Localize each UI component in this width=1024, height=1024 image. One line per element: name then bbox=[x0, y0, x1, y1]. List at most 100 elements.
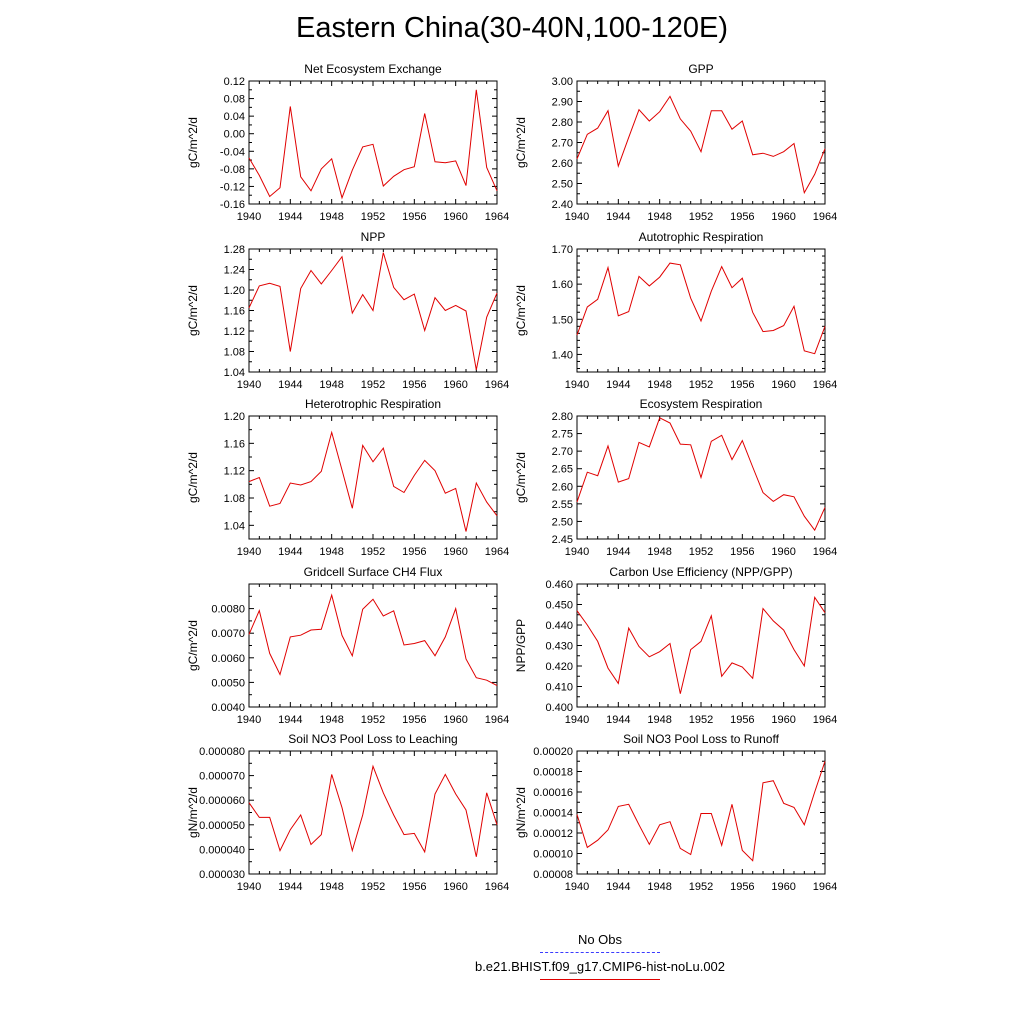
y-tick-label: 1.16 bbox=[224, 438, 245, 450]
x-tick-label: 1964 bbox=[485, 211, 509, 223]
x-tick-label: 1964 bbox=[813, 379, 837, 391]
y-tick-label: 0.0060 bbox=[211, 653, 245, 665]
y-tick-label: 0.430 bbox=[545, 641, 573, 653]
x-tick-label: 1948 bbox=[647, 714, 671, 726]
x-tick-label: 1952 bbox=[689, 211, 713, 223]
x-tick-label: 1956 bbox=[402, 379, 426, 391]
chart-title: Net Ecosystem Exchange bbox=[304, 62, 442, 76]
y-tick-label: 0.000060 bbox=[199, 795, 245, 807]
y-tick-label: 2.50 bbox=[552, 179, 573, 191]
y-tick-label: 0.000040 bbox=[199, 844, 245, 856]
series-line bbox=[576, 95, 826, 195]
x-tick-label: 1952 bbox=[361, 881, 385, 893]
y-tick-label: 0.410 bbox=[545, 682, 573, 694]
y-tick-label: 0.000030 bbox=[199, 869, 245, 881]
x-tick-label: 1952 bbox=[361, 714, 385, 726]
x-tick-label: 1944 bbox=[278, 211, 302, 223]
x-tick-label: 1964 bbox=[813, 211, 837, 223]
chart-title: GPP bbox=[688, 62, 713, 76]
chart-title: Ecosystem Respiration bbox=[640, 397, 763, 411]
chart-panel-6: Gridcell Surface CH4 Flux gC/m^2/d 1940 194… bbox=[186, 565, 509, 726]
x-tick-label: 1956 bbox=[730, 546, 754, 558]
y-tick-label: 0.0080 bbox=[211, 604, 245, 616]
series-line bbox=[576, 262, 826, 355]
chart-panel-9: Soil NO3 Pool Loss to Runoff gN/m^2/d 1940… bbox=[514, 732, 837, 893]
x-tick-label: 1956 bbox=[730, 211, 754, 223]
chart-panel-1: GPP gC/m^2/d 1940 1944 1948 1952 1956 1960 1964 2… bbox=[514, 62, 837, 223]
x-tick-label: 1956 bbox=[730, 714, 754, 726]
legend-label-model-run: b.e21.BHIST.f09_g17.CMIP6-hist-noLu.002 bbox=[474, 959, 726, 974]
y-tick-label: 1.16 bbox=[224, 306, 245, 318]
y-tick-label: 0.000070 bbox=[199, 771, 245, 783]
x-tick-label: 1940 bbox=[565, 211, 589, 223]
x-tick-label: 1952 bbox=[689, 881, 713, 893]
y-tick-label: 1.08 bbox=[224, 347, 245, 359]
x-tick-label: 1964 bbox=[485, 546, 509, 558]
x-tick-label: 1960 bbox=[771, 546, 795, 558]
plot-frame bbox=[576, 248, 826, 373]
chart-panel-2: NPP gC/m^2/d 1940 1944 1948 1952 1956 1960 1964 1… bbox=[186, 230, 509, 391]
y-tick-label: 1.12 bbox=[224, 466, 245, 478]
y-tick-label: 0.00016 bbox=[533, 787, 573, 799]
x-tick-label: 1952 bbox=[361, 379, 385, 391]
x-tick-label: 1940 bbox=[237, 881, 261, 893]
y-tick-label: 1.08 bbox=[224, 493, 245, 505]
chart-panel-3: Autotrophic Respiration gC/m^2/d 1940 1944 1… bbox=[514, 230, 837, 391]
y-axis-label: gC/m^2/d bbox=[186, 117, 200, 168]
y-axis-label: gN/m^2/d bbox=[186, 787, 200, 838]
chart-panel-4: Heterotrophic Respiration gC/m^2/d 1940 194… bbox=[186, 397, 509, 558]
y-axis-label: gC/m^2/d bbox=[186, 452, 200, 503]
y-tick-label: 2.40 bbox=[552, 199, 573, 211]
x-tick-label: 1948 bbox=[319, 211, 343, 223]
chart-title: Soil NO3 Pool Loss to Leaching bbox=[288, 732, 457, 746]
series-line bbox=[248, 89, 498, 200]
chart-title: NPP bbox=[361, 230, 386, 244]
y-tick-label: -0.08 bbox=[220, 164, 245, 176]
x-tick-label: 1948 bbox=[319, 714, 343, 726]
x-tick-label: 1940 bbox=[237, 211, 261, 223]
x-tick-label: 1944 bbox=[278, 714, 302, 726]
chart-title: Carbon Use Efficiency (NPP/GPP) bbox=[609, 565, 792, 579]
y-tick-label: 2.60 bbox=[552, 158, 573, 170]
y-tick-label: 1.04 bbox=[224, 367, 245, 379]
x-tick-label: 1948 bbox=[319, 379, 343, 391]
y-tick-label: 0.000080 bbox=[199, 746, 245, 758]
y-tick-label: 1.24 bbox=[224, 265, 245, 277]
y-tick-label: 0.00014 bbox=[533, 808, 573, 820]
series-line bbox=[576, 417, 826, 532]
y-axis-label: gC/m^2/d bbox=[514, 452, 528, 503]
plot-frame bbox=[576, 583, 826, 708]
x-tick-label: 1940 bbox=[565, 379, 589, 391]
x-tick-label: 1940 bbox=[237, 379, 261, 391]
plot-frame bbox=[248, 750, 498, 875]
y-tick-label: 2.70 bbox=[552, 138, 573, 150]
legend-swatch-model-run bbox=[540, 979, 660, 980]
y-tick-label: 0.0040 bbox=[211, 702, 245, 714]
y-tick-label: 1.50 bbox=[552, 314, 573, 326]
x-tick-label: 1964 bbox=[485, 379, 509, 391]
x-tick-label: 1944 bbox=[606, 211, 630, 223]
plot-frame bbox=[248, 415, 498, 540]
series-line bbox=[576, 595, 826, 694]
legend-label-no-obs: No Obs bbox=[577, 932, 623, 947]
x-tick-label: 1964 bbox=[813, 714, 837, 726]
y-tick-label: 0.00012 bbox=[533, 828, 573, 840]
x-tick-label: 1952 bbox=[361, 546, 385, 558]
x-tick-label: 1944 bbox=[606, 714, 630, 726]
x-tick-label: 1944 bbox=[606, 881, 630, 893]
x-tick-label: 1964 bbox=[485, 714, 509, 726]
x-tick-label: 1960 bbox=[443, 379, 467, 391]
plot-frame bbox=[576, 750, 826, 875]
x-tick-label: 1944 bbox=[278, 881, 302, 893]
y-tick-label: 0.04 bbox=[224, 111, 245, 123]
y-tick-label: 1.20 bbox=[224, 411, 245, 423]
x-tick-label: 1952 bbox=[689, 546, 713, 558]
y-tick-label: 2.70 bbox=[552, 446, 573, 458]
y-tick-label: -0.04 bbox=[220, 146, 245, 158]
y-tick-label: 0.000050 bbox=[199, 820, 245, 832]
x-tick-label: 1960 bbox=[443, 881, 467, 893]
y-tick-label: 3.00 bbox=[552, 76, 573, 88]
x-tick-label: 1956 bbox=[730, 881, 754, 893]
y-tick-label: 0.450 bbox=[545, 600, 573, 612]
y-tick-label: 0.0070 bbox=[211, 628, 245, 640]
